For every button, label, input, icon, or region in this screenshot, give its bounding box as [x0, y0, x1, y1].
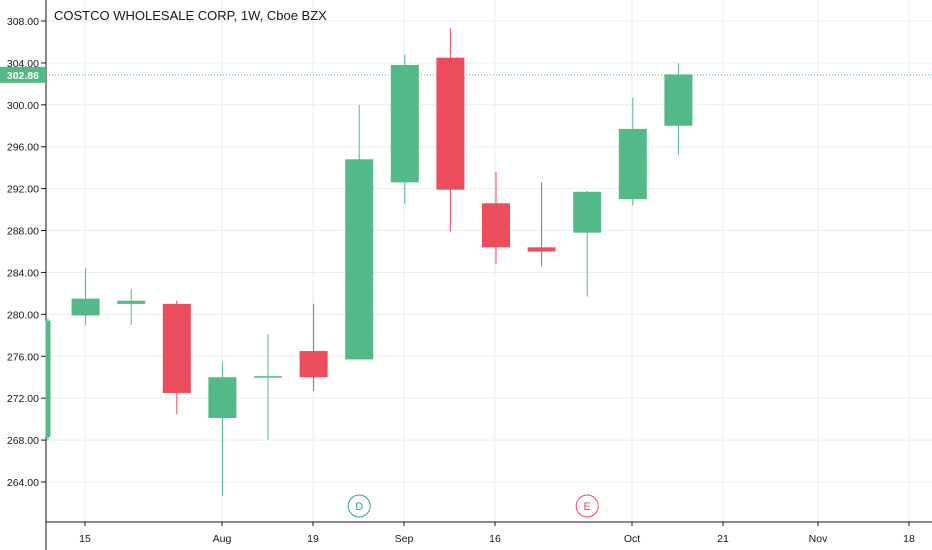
candle-body[interactable] — [45, 320, 51, 437]
candle-body[interactable] — [482, 203, 510, 248]
candle-body[interactable] — [254, 376, 282, 378]
candle-body[interactable] — [208, 377, 237, 419]
candle-body[interactable] — [436, 57, 465, 190]
candle-body[interactable] — [299, 351, 328, 378]
last-price-label: 302.86 — [7, 70, 39, 82]
candle-body[interactable] — [390, 65, 419, 183]
last-price-badge — [0, 66, 46, 83]
y-tick-label: 308.00 — [7, 16, 39, 28]
y-tick-label: 300.00 — [7, 100, 39, 112]
y-tick-label: 276.00 — [7, 351, 39, 363]
candle-body[interactable] — [618, 128, 647, 200]
event-marker[interactable] — [575, 494, 599, 518]
candle-body[interactable] — [345, 159, 374, 360]
candle-body[interactable] — [664, 74, 693, 126]
y-tick-label: 284.00 — [7, 267, 39, 279]
x-tick-label: Sep — [395, 533, 414, 545]
event-label: E — [584, 501, 591, 513]
x-tick-label: 19 — [307, 533, 319, 545]
x-tick-label: Nov — [809, 533, 828, 545]
x-tick-label: 16 — [489, 533, 501, 545]
y-tick-label: 272.00 — [7, 393, 39, 405]
chart-title: COSTCO WHOLESALE CORP, 1W, Cboe BZX — [54, 8, 327, 23]
y-tick-label: 296.00 — [7, 142, 39, 154]
x-tick-label: 18 — [903, 533, 915, 545]
candle-body[interactable] — [117, 300, 146, 304]
x-tick-label: Oct — [624, 533, 640, 545]
candle-body[interactable] — [527, 247, 556, 252]
x-tick-label: Aug — [213, 533, 232, 545]
y-tick-label: 288.00 — [7, 226, 39, 238]
x-tick-label: 15 — [79, 533, 91, 545]
event-label: D — [355, 501, 363, 513]
event-marker[interactable] — [347, 494, 371, 518]
y-tick-label: 264.00 — [7, 477, 39, 489]
x-tick-label: 21 — [717, 533, 729, 545]
candle-body[interactable] — [573, 191, 602, 233]
y-tick-label: 280.00 — [7, 309, 39, 321]
candle-body[interactable] — [162, 303, 191, 393]
y-tick-label: 292.00 — [7, 184, 39, 196]
y-tick-label: 268.00 — [7, 435, 39, 447]
candle-body[interactable] — [71, 298, 100, 316]
